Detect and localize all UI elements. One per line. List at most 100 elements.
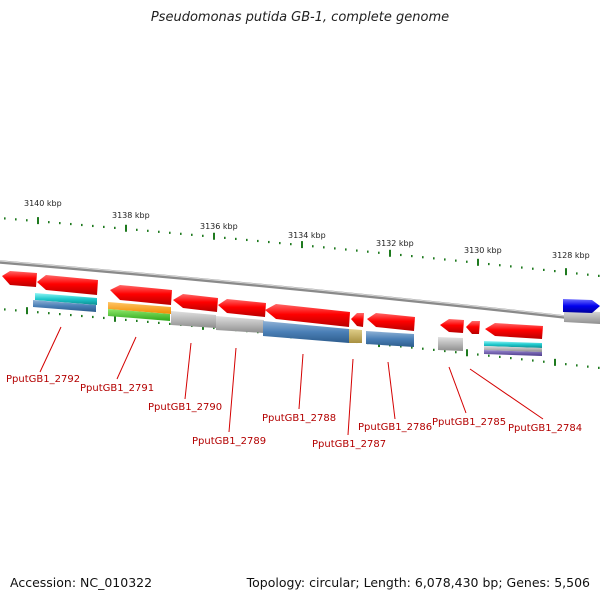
ruler-minor-tick: [521, 266, 523, 269]
ruler-minor-tick: [169, 231, 171, 234]
ruler-minor-tick: [598, 366, 600, 369]
feature-bar: [108, 309, 170, 321]
ruler-minor-tick: [59, 221, 61, 225]
gene-arrow[interactable]: [466, 321, 480, 334]
ruler-minor-tick: [543, 268, 545, 272]
ruler-minor-tick: [422, 347, 424, 350]
ruler-minor-tick: [114, 226, 116, 229]
gene-label[interactable]: PputGB1_2789: [192, 436, 266, 447]
ruler-minor-tick: [103, 316, 105, 320]
leader-line: [387, 361, 396, 420]
gene-label[interactable]: PputGB1_2790: [148, 402, 222, 413]
leader-line: [298, 353, 304, 410]
leader-line: [39, 326, 62, 373]
ruler-minor-tick: [499, 264, 501, 267]
ruler-major-tick: [213, 232, 215, 240]
ruler-minor-tick: [433, 348, 435, 351]
gene-arrow[interactable]: [37, 275, 98, 295]
ruler-minor-tick: [565, 363, 567, 366]
ruler-minor-tick: [268, 240, 270, 244]
leader-line: [448, 366, 467, 414]
ruler-major-tick: [114, 314, 116, 322]
gene-arrow[interactable]: [367, 313, 415, 331]
feature-bar: [263, 321, 349, 343]
ruler-minor-tick: [103, 225, 105, 229]
ruler-minor-tick: [510, 357, 512, 360]
ruler-minor-tick: [433, 257, 435, 260]
ruler-label-3134: 3134 kbp: [288, 231, 326, 240]
ruler-minor-tick: [587, 273, 589, 276]
ruler-minor-tick: [136, 228, 138, 231]
gene-arrow[interactable]: [485, 323, 543, 339]
ruler-minor-tick: [235, 237, 237, 241]
ruler-minor-tick: [279, 241, 281, 245]
gene-label[interactable]: PputGB1_2785: [432, 417, 506, 428]
leader-line: [228, 347, 237, 433]
gene-arrow[interactable]: [218, 299, 266, 317]
ruler-minor-tick: [92, 315, 94, 319]
ruler-minor-tick: [26, 219, 28, 222]
ruler-minor-tick: [532, 267, 534, 270]
ruler-minor-tick: [532, 359, 534, 362]
leader-line: [116, 336, 137, 380]
ruler-minor-tick: [323, 246, 325, 249]
ruler-minor-tick: [136, 319, 138, 322]
ruler-minor-tick: [202, 234, 204, 237]
gene-label[interactable]: PputGB1_2788: [262, 413, 336, 424]
gene-arrows-reverse: [2, 271, 543, 339]
ruler-minor-tick: [356, 249, 358, 252]
gene-arrow[interactable]: [351, 313, 364, 327]
map-title: Pseudomonas putida GB-1, complete genome: [150, 10, 450, 25]
leader-line: [184, 342, 192, 400]
ruler-minor-tick: [37, 311, 39, 314]
ruler-minor-tick: [147, 229, 149, 232]
ruler-minor-tick: [180, 232, 182, 235]
gene-label[interactable]: PputGB1_2791: [80, 383, 154, 394]
gene-arrow-highlighted[interactable]: [563, 299, 600, 313]
leader-line: [469, 368, 544, 420]
ruler-label-3132: 3132 kbp: [376, 239, 414, 248]
ruler-major-tick: [37, 217, 39, 225]
gene-arrow[interactable]: [265, 304, 350, 327]
ruler-minor-tick: [598, 274, 600, 277]
feature-bar: [108, 302, 171, 314]
ruler-minor-tick: [455, 351, 457, 354]
ruler-major-tick: [477, 258, 479, 266]
ruler-label-3128: 3128 kbp: [552, 251, 590, 260]
gene-label[interactable]: PputGB1_2784: [508, 423, 582, 434]
ruler-minor-tick: [455, 259, 457, 262]
feature-bar: [33, 300, 96, 312]
genome-backbone-highlight: [0, 260, 600, 321]
genome-summary-text: Topology: circular; Length: 6,078,430 bp…: [246, 575, 590, 590]
gene-label[interactable]: PputGB1_2787: [312, 439, 386, 450]
gene-arrow[interactable]: [110, 285, 172, 305]
feature-bars: [33, 293, 600, 356]
ruler-minor-tick: [70, 222, 72, 226]
gene-arrow[interactable]: [440, 319, 464, 333]
ruler-minor-tick: [213, 326, 215, 330]
ruler-minor-tick: [334, 247, 336, 250]
ruler-minor-tick: [521, 358, 523, 361]
ruler-minor-tick: [147, 320, 149, 323]
ruler-minor-tick: [15, 218, 17, 221]
ruler-major-tick: [125, 224, 127, 232]
accession-text: Accession: NC_010322: [10, 575, 153, 590]
ruler-minor-tick: [411, 346, 413, 349]
ruler-minor-tick: [510, 265, 512, 268]
ruler-major-tick: [466, 349, 468, 357]
ruler-minor-tick: [59, 313, 61, 316]
feature-bar: [438, 337, 463, 351]
gene-arrow[interactable]: [173, 294, 218, 312]
ruler-minor-tick: [400, 345, 402, 348]
gene-label[interactable]: PputGB1_2786: [358, 422, 432, 433]
ruler-minor-tick: [81, 314, 83, 318]
ruler-minor-tick: [411, 255, 413, 258]
ruler-major-tick: [301, 241, 303, 249]
ruler-ticks-upper: [4, 217, 600, 277]
gene-arrow[interactable]: [2, 271, 37, 287]
gene-label[interactable]: PputGB1_2792: [6, 374, 80, 385]
ruler-minor-tick: [246, 238, 248, 242]
ruler-minor-tick: [543, 360, 545, 363]
ruler-minor-tick: [488, 262, 490, 266]
gene-labels: PputGB1_2792 PputGB1_2791 PputGB1_2790 P…: [6, 374, 582, 450]
